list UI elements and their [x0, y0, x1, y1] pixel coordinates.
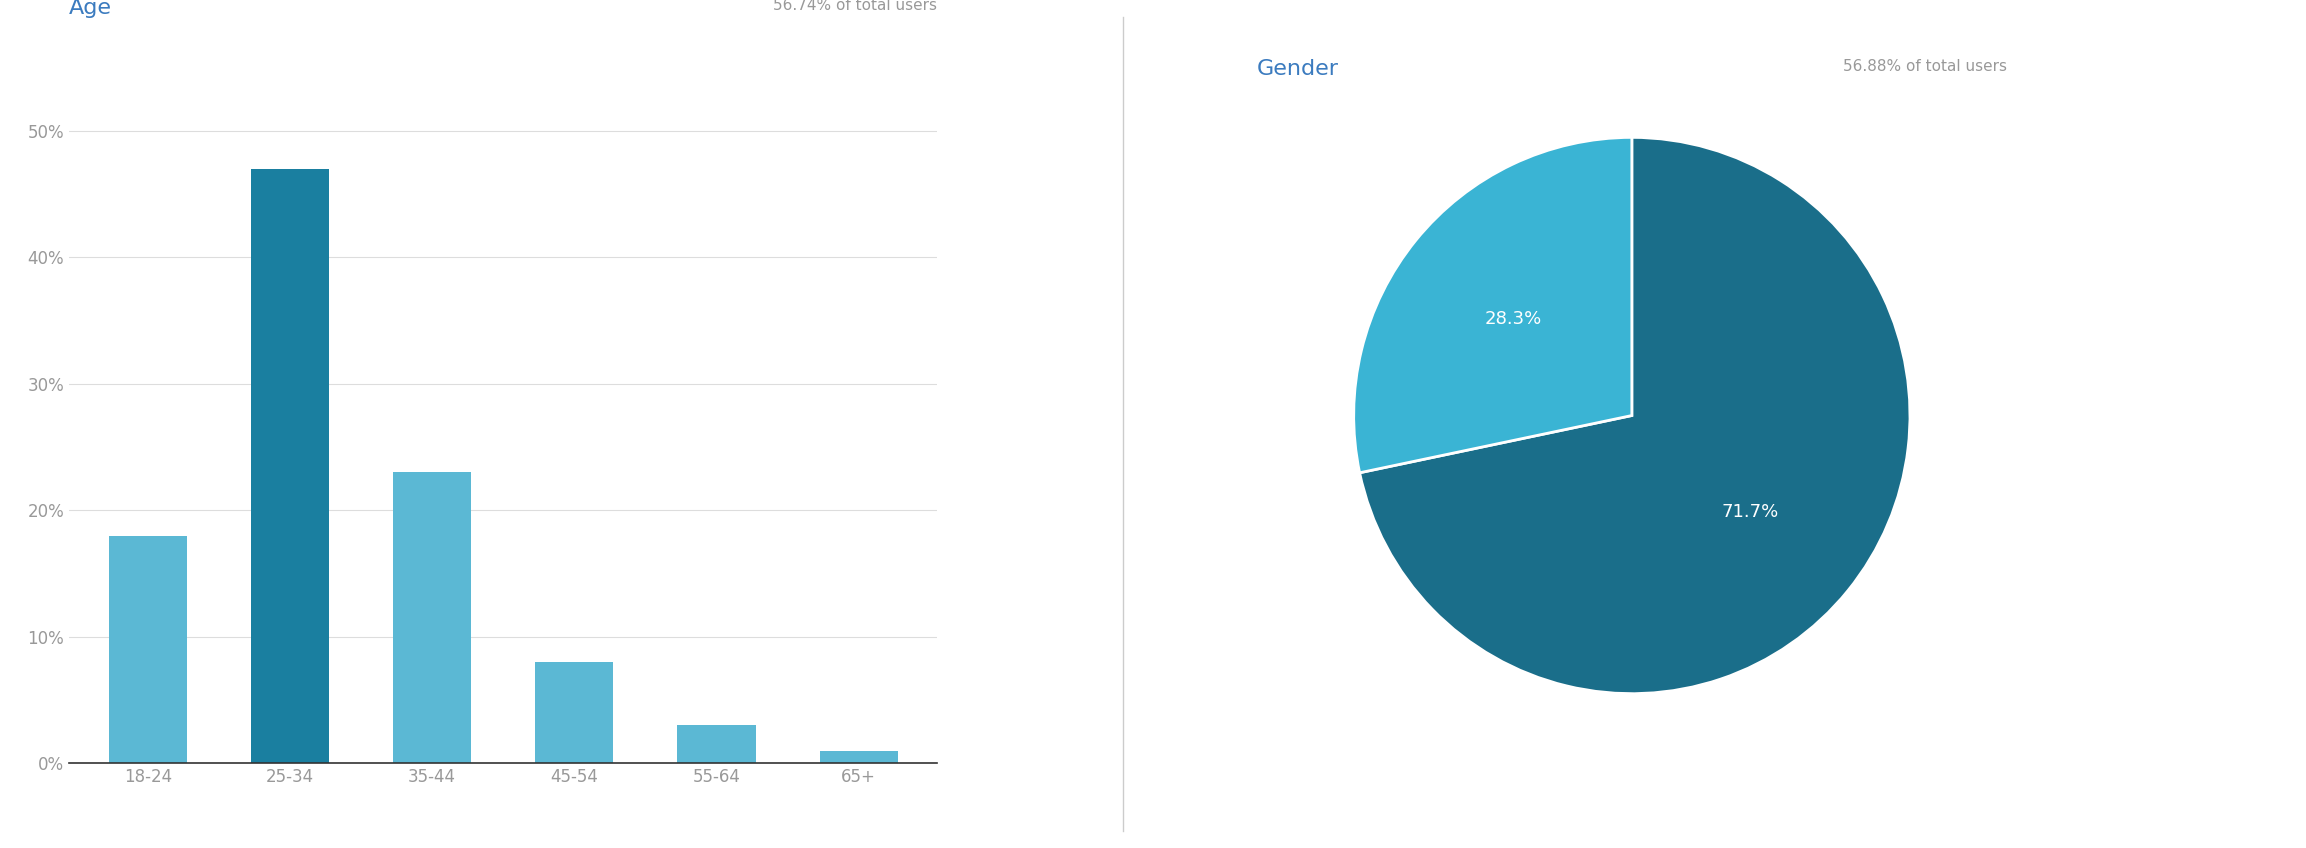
- Wedge shape: [1354, 137, 1633, 473]
- Text: 28.3%: 28.3%: [1485, 310, 1543, 328]
- Wedge shape: [1361, 137, 1909, 694]
- Bar: [535, 662, 613, 763]
- Text: Age: Age: [69, 0, 113, 19]
- Text: 71.7%: 71.7%: [1723, 503, 1780, 521]
- Text: 56.88% of total users: 56.88% of total users: [1842, 59, 2006, 75]
- Bar: [392, 472, 470, 763]
- Text: 56.74% of total users: 56.74% of total users: [773, 0, 936, 14]
- Text: Gender: Gender: [1257, 59, 1337, 80]
- Bar: [678, 725, 756, 763]
- Bar: [251, 169, 330, 763]
- Bar: [819, 750, 897, 763]
- Bar: [108, 536, 187, 763]
- Legend: male, female: male, female: [353, 0, 533, 3]
